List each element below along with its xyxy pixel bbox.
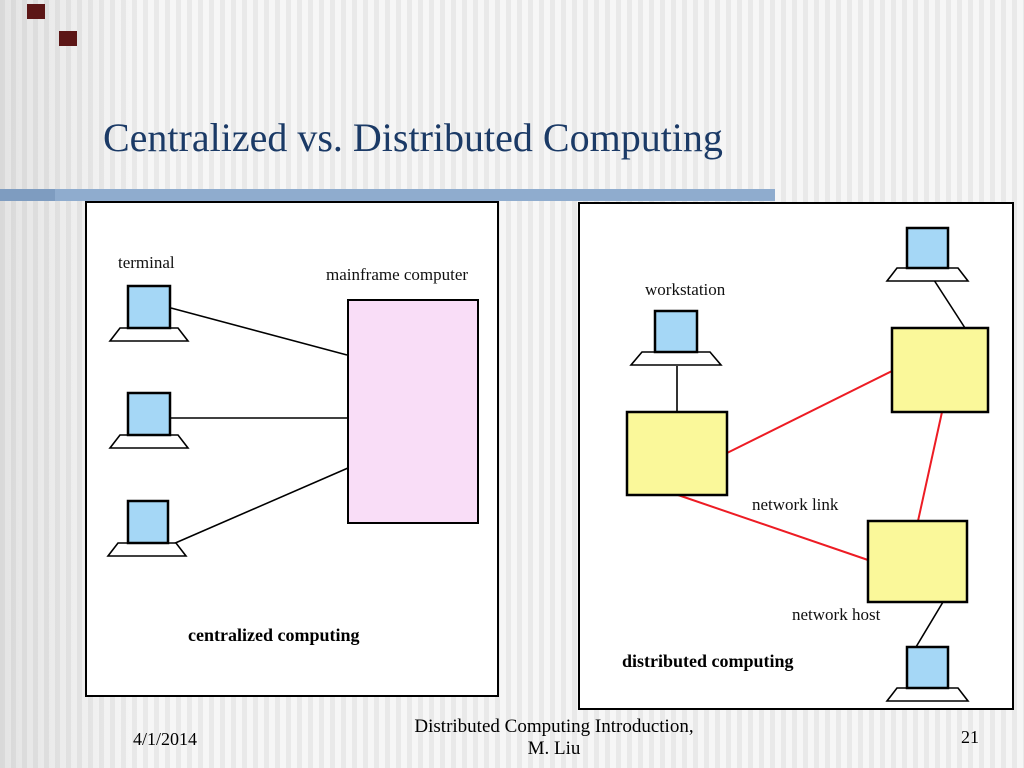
- workstation-icon: [629, 309, 723, 366]
- page-title: Centralized vs. Distributed Computing: [103, 115, 723, 160]
- distributed-diagram: [625, 226, 990, 702]
- distributed-computing-panel: workstation network link network host di…: [578, 202, 1014, 710]
- centralized-diagram: [106, 284, 479, 557]
- terminal-label: terminal: [118, 253, 175, 272]
- workstation-connection-line: [931, 276, 966, 329]
- network-host-box: [890, 326, 990, 414]
- footer-title-line1: Distributed Computing Introduction,: [414, 716, 694, 737]
- decor-square-icon: [27, 4, 45, 19]
- page-number: 21: [961, 727, 979, 747]
- title-underline-bar-cap: [0, 189, 55, 201]
- footer-date: 4/1/2014: [133, 729, 198, 749]
- network-host-box: [625, 410, 729, 497]
- decor-square-icon: [59, 31, 77, 46]
- network-link-line: [917, 411, 943, 522]
- centralized-computing-caption: centralized computing: [188, 625, 360, 645]
- mainframe-label: mainframe computer: [326, 265, 469, 284]
- workstation-label: workstation: [645, 280, 726, 299]
- centralized-computing-panel: terminal mainframe computer centralized …: [85, 201, 499, 697]
- title-underline-bar: [0, 189, 775, 201]
- mainframe-computer-box: [347, 299, 479, 524]
- terminal-connection-line: [170, 307, 348, 356]
- network-link-label: network link: [752, 495, 839, 514]
- network-host-box: [866, 519, 969, 604]
- network-link-line: [726, 370, 893, 454]
- terminal-icon: [108, 284, 190, 342]
- workstation-connection-line: [915, 601, 944, 648]
- distributed-computing-caption: distributed computing: [622, 651, 794, 671]
- network-link-line: [677, 494, 869, 561]
- terminal-connection-line: [172, 467, 349, 545]
- footer-title: Distributed Computing Introduction, M. L…: [354, 716, 754, 760]
- workstation-icon: [885, 226, 970, 282]
- network-host-label: network host: [792, 605, 881, 624]
- footer-title-line2: M. Liu: [527, 738, 581, 759]
- terminal-icon: [106, 499, 188, 557]
- terminal-icon: [108, 391, 190, 449]
- workstation-icon: [885, 645, 970, 702]
